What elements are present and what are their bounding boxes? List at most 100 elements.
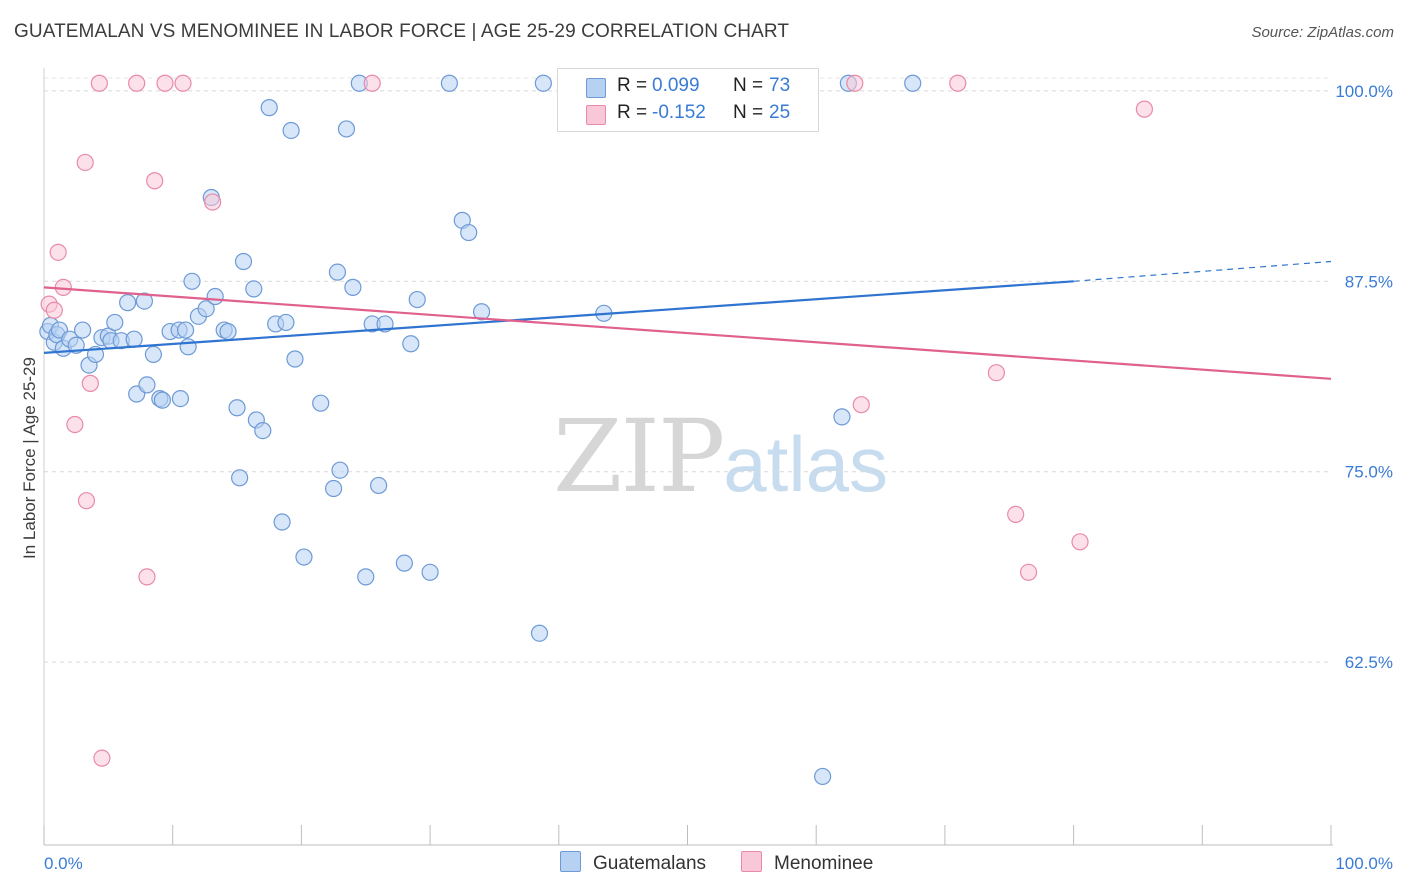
guatemalans-trend-extension xyxy=(1073,260,1332,282)
menominee-point xyxy=(949,74,967,92)
menominee-point xyxy=(846,74,864,92)
guatemalans-point xyxy=(395,554,413,572)
guatemalans-point xyxy=(324,479,343,498)
guatemalans-point xyxy=(530,624,549,642)
guatemalans-point xyxy=(331,461,349,479)
guatemalans-point xyxy=(234,252,253,271)
x-tick-label: 0.0% xyxy=(44,854,83,873)
menominee-point xyxy=(1135,100,1153,118)
guatemalans-point xyxy=(183,272,201,290)
guatemalans-point xyxy=(534,74,552,92)
guatemalans-point xyxy=(277,313,295,332)
r-label: R = xyxy=(617,102,648,123)
y-tick-label: 100.0% xyxy=(1335,82,1393,101)
r-label: R = xyxy=(617,75,648,96)
watermark-zip: ZIP xyxy=(553,398,725,515)
guatemalans-point xyxy=(904,74,922,92)
y-axis-title: In Labor Force | Age 25-29 xyxy=(20,357,39,559)
legend-item-menominee[interactable]: Menominee xyxy=(741,851,873,875)
guatemalans-point xyxy=(472,303,491,321)
n-label: N = xyxy=(733,75,764,96)
y-tick-label: 62.5% xyxy=(1345,653,1393,672)
menominee-point xyxy=(174,74,192,92)
guatemalans-point xyxy=(179,338,197,356)
guatemalans-point xyxy=(440,74,459,92)
menominee-point xyxy=(76,153,94,172)
guatemalans-point xyxy=(119,294,137,312)
n-value: 25 xyxy=(769,102,791,123)
guatemalans-point xyxy=(106,313,124,332)
menominee-point xyxy=(128,74,146,92)
menominee-point xyxy=(90,74,108,92)
guatemalans-point xyxy=(197,300,215,318)
guatemalans-point xyxy=(231,469,249,487)
watermark-atlas: atlas xyxy=(723,420,889,508)
guatemalans-point xyxy=(286,350,304,368)
menominee-point xyxy=(1019,563,1038,581)
guatemalans-point xyxy=(357,568,375,586)
r-value: 0.099 xyxy=(652,75,700,96)
guatemalans-trend-line xyxy=(43,280,1074,354)
guatemalans-point xyxy=(295,548,313,566)
menominee-point xyxy=(77,492,96,510)
guatemalans-point xyxy=(408,290,426,309)
menominee-point xyxy=(987,364,1005,382)
guatemalans-point xyxy=(282,121,300,140)
guatemalans-point xyxy=(153,391,172,409)
menominee-point xyxy=(363,74,381,92)
guatemalans-point xyxy=(206,287,224,306)
menominee-point xyxy=(1071,533,1089,551)
guatemalans-point xyxy=(312,394,330,412)
x-tick-label: 100.0% xyxy=(1335,854,1393,873)
guatemalans-point xyxy=(370,476,388,495)
y-tick-label: 75.0% xyxy=(1345,463,1393,482)
watermark: ZIPatlas xyxy=(553,398,888,515)
legend-label: Menominee xyxy=(774,853,874,874)
guatemalans-point xyxy=(219,322,237,341)
menominee-point xyxy=(156,74,174,92)
menominee-point xyxy=(203,193,222,211)
guatemalans-point xyxy=(245,280,263,298)
guatemalans-point xyxy=(254,422,272,440)
guatemalans-point xyxy=(144,345,162,364)
menominee-point xyxy=(49,243,67,261)
guatemalans-point xyxy=(125,330,143,348)
guatemalans-point xyxy=(337,120,356,138)
menominee-swatch xyxy=(741,851,762,872)
r-value: -0.152 xyxy=(652,102,706,123)
guatemalans-point xyxy=(260,99,278,117)
guatemalans-point xyxy=(273,513,291,531)
legend-label: Guatemalans xyxy=(593,853,707,874)
stats-legend: R = 0.099 N = 73 R = -0.152 N = 25 xyxy=(557,68,819,132)
guatemalans-point xyxy=(421,563,439,581)
guatemalans-point xyxy=(138,376,156,394)
guatemalans-point xyxy=(460,223,478,242)
menominee-point xyxy=(146,172,164,190)
guatemalans-point xyxy=(402,335,420,353)
menominee-point xyxy=(138,568,156,586)
menominee-point xyxy=(1007,505,1025,523)
menominee-point xyxy=(93,749,111,767)
guatemalans-point xyxy=(74,321,92,339)
guatemalans-point xyxy=(344,278,362,296)
guatemalans-point xyxy=(814,767,832,786)
guatemalans-point xyxy=(833,408,851,426)
menominee-point xyxy=(66,415,84,434)
guatemalans-point xyxy=(135,292,153,310)
n-label: N = xyxy=(733,102,764,123)
source-label: Source: ZipAtlas.com xyxy=(1251,24,1394,41)
guatemalans-point xyxy=(171,390,190,408)
menominee-swatch xyxy=(586,105,606,125)
chart-title: GUATEMALAN VS MENOMINEE IN LABOR FORCE |… xyxy=(14,21,790,42)
guatemalans-point xyxy=(228,399,246,417)
guatemalans-point xyxy=(328,263,347,281)
legend-item-guatemalans[interactable]: Guatemalans xyxy=(560,851,706,875)
y-tick-label: 87.5% xyxy=(1345,272,1393,291)
menominee-point xyxy=(852,396,870,414)
n-value: 73 xyxy=(769,75,791,96)
guatemalans-swatch xyxy=(560,851,581,872)
guatemalans-swatch xyxy=(586,78,606,98)
menominee-point xyxy=(81,374,99,392)
menominee-trend-line xyxy=(43,286,1332,380)
